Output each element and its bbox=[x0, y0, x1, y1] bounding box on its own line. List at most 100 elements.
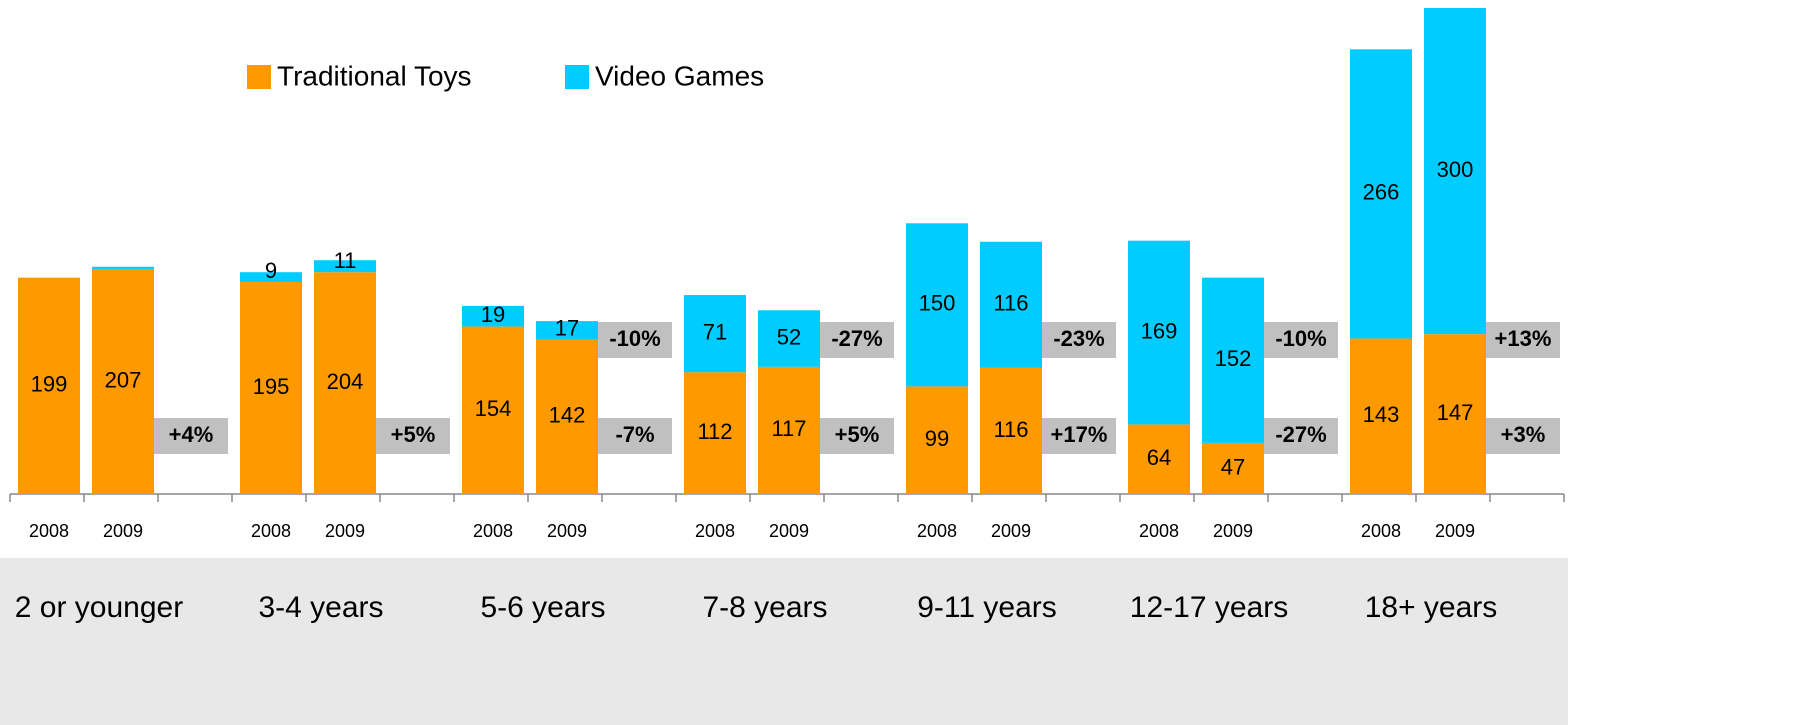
change-label: -27% bbox=[831, 326, 882, 351]
bar-segment bbox=[906, 386, 968, 494]
legend-swatch bbox=[565, 65, 589, 89]
bar-segment bbox=[1350, 49, 1412, 339]
data-label: 11 bbox=[334, 248, 357, 273]
year-label: 2009 bbox=[991, 521, 1031, 541]
change-label: -23% bbox=[1053, 326, 1104, 351]
bar-segment bbox=[1128, 240, 1190, 425]
data-label: 169 bbox=[1141, 318, 1178, 343]
change-label: +4% bbox=[169, 422, 214, 447]
change-label: -7% bbox=[615, 422, 654, 447]
data-label: 112 bbox=[697, 419, 732, 444]
bar-segment bbox=[1202, 277, 1264, 443]
category-label: 5-6 years bbox=[480, 591, 605, 624]
change-box bbox=[1264, 322, 1338, 358]
data-label: 117 bbox=[771, 416, 806, 441]
data-label: 9 bbox=[265, 258, 277, 283]
bar-segment bbox=[536, 339, 598, 494]
bar-segment bbox=[314, 272, 376, 494]
change-label: +5% bbox=[835, 422, 880, 447]
change-box bbox=[1042, 322, 1116, 358]
year-label: 2008 bbox=[917, 521, 957, 541]
year-label: 2008 bbox=[473, 521, 513, 541]
category-label: 3-4 years bbox=[258, 591, 383, 624]
year-label: 2008 bbox=[251, 521, 291, 541]
data-label: 47 bbox=[1221, 454, 1245, 479]
year-label: 2009 bbox=[547, 521, 587, 541]
category-label: 9-11 years bbox=[917, 591, 1057, 624]
change-label: -27% bbox=[1275, 422, 1326, 447]
data-label: 99 bbox=[925, 426, 949, 451]
bar-segment bbox=[684, 372, 746, 494]
data-label: 199 bbox=[31, 372, 68, 397]
data-label: 71 bbox=[703, 319, 727, 344]
data-label: 19 bbox=[481, 302, 505, 327]
data-label: 300 bbox=[1437, 157, 1474, 182]
bar-segment bbox=[92, 266, 154, 269]
change-box bbox=[598, 322, 672, 358]
data-label: 195 bbox=[253, 374, 290, 399]
bar-segment bbox=[240, 281, 302, 494]
change-label: -10% bbox=[609, 326, 660, 351]
bar-segment bbox=[758, 310, 820, 367]
data-label: 143 bbox=[1363, 402, 1400, 427]
data-label: 116 bbox=[993, 417, 1028, 442]
bar-segment bbox=[92, 268, 154, 494]
data-label: 154 bbox=[475, 396, 512, 421]
bar-segment bbox=[1128, 424, 1190, 494]
legend-label: Traditional Toys bbox=[277, 60, 472, 91]
bar-segment bbox=[536, 321, 598, 340]
change-box bbox=[1486, 418, 1560, 454]
bar-segment bbox=[1350, 338, 1412, 494]
year-label: 2008 bbox=[29, 521, 69, 541]
bar-segment bbox=[462, 326, 524, 494]
year-label: 2009 bbox=[1435, 521, 1475, 541]
data-label: 142 bbox=[549, 403, 586, 428]
data-label: 150 bbox=[919, 291, 956, 316]
change-box bbox=[820, 418, 894, 454]
category-label: 12-17 years bbox=[1130, 591, 1288, 624]
category-label: 18+ years bbox=[1365, 591, 1498, 624]
change-box bbox=[598, 418, 672, 454]
data-label: 64 bbox=[1147, 445, 1171, 470]
change-box bbox=[154, 418, 228, 454]
change-label: +5% bbox=[391, 422, 436, 447]
legend-label: Video Games bbox=[595, 60, 764, 91]
data-label: 152 bbox=[1215, 346, 1252, 371]
bar-segment bbox=[1424, 8, 1486, 335]
year-label: 2009 bbox=[103, 521, 143, 541]
bar-segment bbox=[684, 295, 746, 373]
category-label: 7-8 years bbox=[702, 591, 827, 624]
change-box bbox=[376, 418, 450, 454]
data-label: 266 bbox=[1363, 180, 1400, 205]
change-box bbox=[1486, 322, 1560, 358]
bar-segment bbox=[980, 367, 1042, 494]
bar-segment bbox=[18, 277, 80, 494]
bar-segment bbox=[240, 272, 302, 282]
change-label: +3% bbox=[1501, 422, 1546, 447]
data-label: 147 bbox=[1437, 400, 1474, 425]
change-box bbox=[820, 322, 894, 358]
year-label: 2008 bbox=[695, 521, 735, 541]
year-label: 2009 bbox=[769, 521, 809, 541]
bar-segment bbox=[314, 260, 376, 273]
bar-segment bbox=[462, 305, 524, 327]
year-label: 2008 bbox=[1139, 521, 1179, 541]
data-label: 207 bbox=[105, 367, 142, 392]
data-label: 17 bbox=[555, 315, 579, 340]
change-box bbox=[1042, 418, 1116, 454]
year-label: 2009 bbox=[1213, 521, 1253, 541]
year-label: 2009 bbox=[325, 521, 365, 541]
change-label: -10% bbox=[1275, 326, 1326, 351]
bar-segment bbox=[1202, 442, 1264, 494]
legend-swatch bbox=[247, 65, 271, 89]
change-label: +13% bbox=[1495, 326, 1552, 351]
year-label: 2008 bbox=[1361, 521, 1401, 541]
data-label: 116 bbox=[993, 291, 1028, 316]
category-label: 2 or younger bbox=[15, 591, 183, 624]
bar-segment bbox=[906, 223, 968, 387]
category-band bbox=[0, 558, 1568, 725]
data-label: 204 bbox=[327, 369, 364, 394]
bar-segment bbox=[1424, 334, 1486, 494]
change-box bbox=[1264, 418, 1338, 454]
